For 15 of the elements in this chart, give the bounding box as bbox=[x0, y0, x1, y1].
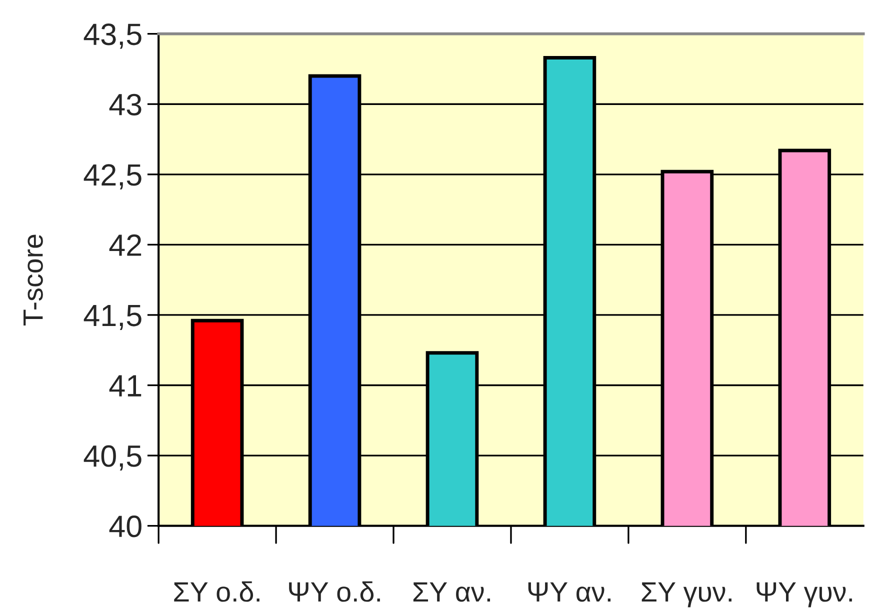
x-tick-label: ΨΥ γυν. bbox=[756, 582, 852, 608]
x-tick-label: ΣΥ ο.δ. bbox=[174, 581, 260, 602]
y-tick-label: 41,5 bbox=[84, 305, 142, 330]
x-tick-label: ΨΥ ο.δ. bbox=[289, 581, 380, 602]
y-tick-label: 43 bbox=[109, 94, 142, 116]
y-tick-label: 43,5 bbox=[84, 24, 142, 49]
y-tick-label: 42,5 bbox=[84, 164, 142, 190]
y-tick-label: 42 bbox=[109, 234, 142, 256]
y-tick-label: 41 bbox=[109, 375, 142, 396]
x-tick-label: ΨΥ αν. bbox=[528, 582, 610, 602]
y-tick-label: 40,5 bbox=[84, 445, 142, 471]
x-tick-label: ΣΥ γυν. bbox=[642, 582, 732, 608]
y-tick-label: 40 bbox=[109, 516, 142, 538]
x-tick-label: ΣΥ αν. bbox=[413, 582, 490, 602]
y-axis-title: T-score bbox=[24, 234, 43, 326]
